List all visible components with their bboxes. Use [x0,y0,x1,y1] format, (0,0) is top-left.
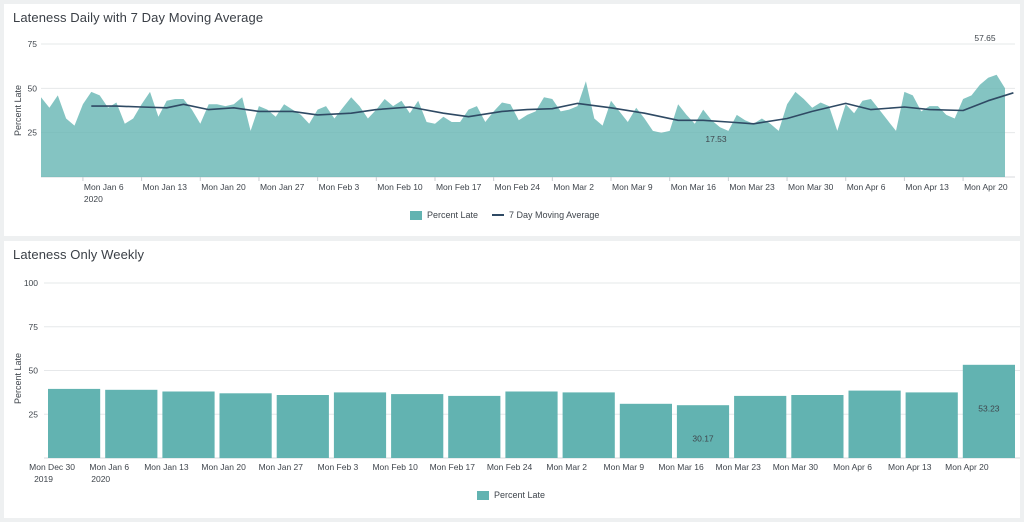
bar-16 [962,364,1015,458]
legend-swatch-percent-late-weekly [477,490,489,500]
weekly-legend: Percent Late [477,490,559,500]
bar-13 [791,395,844,458]
bar-10 [619,403,672,459]
data-label-min: 17.53 [705,134,727,144]
bar-4 [276,395,329,458]
x-tick-label: Mon Jan 6 [84,182,124,192]
weekly-chart-svg: 25 50 75 100 Percent Late Mon Dec 30 2019 Mon J… [13,278,1020,484]
weekly-chart-title: Lateness Only Weekly [13,247,145,262]
y-tick-label: 25 [29,409,39,419]
x-tick-label: Mon Apr 13 [888,462,932,472]
x-tick-sublabel: 2020 [84,194,103,204]
x-tick-label: Mon Feb 3 [319,182,360,192]
daily-legend: Percent Late 7 Day Moving Average [410,210,613,220]
bar-5 [333,392,387,458]
x-tick-label: Mon Feb 24 [487,462,533,472]
bar-15 [905,392,958,458]
x-tick-label: Mon Mar 2 [553,182,594,192]
bar-data-label: 53.23 [978,403,1000,413]
bar-6 [391,394,444,458]
legend-item-moving-average[interactable]: 7 Day Moving Average [492,210,599,220]
daily-chart-title: Lateness Daily with 7 Day Moving Average [13,10,264,25]
x-tick-label: Mon Feb 17 [436,182,482,192]
x-tick-label: Mon Feb 3 [318,462,359,472]
y-axis-title: Percent Late [13,353,23,404]
bar-14 [848,390,901,458]
bar-0 [48,388,101,458]
x-tick-label: Mon Feb 10 [372,462,418,472]
bar-12 [734,395,787,458]
x-tick-label: Mon Jan 20 [201,462,246,472]
bar-9 [562,392,615,458]
bar-8 [505,391,558,458]
y-tick-label: 100 [24,278,38,288]
x-tick-label: Mon Mar 30 [773,462,819,472]
x-tick-label: Mon Feb 17 [430,462,476,472]
x-tick-label: Mon Apr 6 [833,462,872,472]
legend-label-moving-average: 7 Day Moving Average [509,210,600,220]
x-tick-label: Mon Feb 24 [495,182,541,192]
y-tick-label: 50 [28,83,38,93]
y-axis-title: Percent Late [13,85,23,136]
bar-3 [219,393,272,459]
x-tick-label: Mon Apr 20 [964,182,1008,192]
x-tick-label: Mon Jan 13 [144,462,189,472]
x-tick-label: Mon Apr 20 [945,462,989,472]
legend-label-percent-late: Percent Late [427,210,479,220]
y-tick-label: 25 [28,128,38,138]
y-tick-label: 50 [29,366,39,376]
legend-item-percent-late[interactable]: Percent Late [410,210,478,220]
x-tick-label: Mon Jan 20 [201,182,246,192]
y-tick-label: 75 [29,322,39,332]
area-percent-late [41,74,1005,177]
x-tick-sublabel: 2020 [91,474,110,484]
line-moving-average [91,92,1014,125]
legend-item-percent-late-weekly[interactable]: Percent Late [477,490,545,500]
y-tick-label: 75 [28,39,38,49]
x-tick-label: Mon Feb 10 [377,182,423,192]
x-tick-label: Mon Mar 9 [604,462,645,472]
bar-7 [448,395,501,458]
bar-2 [162,391,215,458]
x-tick-label: Mon Jan 13 [143,182,188,192]
bar-11 [676,405,730,458]
legend-swatch-percent-late [410,210,422,220]
bar-1 [105,389,158,459]
daily-chart-panel: Lateness Daily with 7 Day Moving Average… [4,4,1020,236]
bar-data-label: 30.17 [692,434,714,444]
x-tick-label: Mon Mar 16 [658,462,704,472]
x-tick-label: Mon Jan 6 [89,462,129,472]
x-tick-label: Mon Jan 27 [259,462,304,472]
x-tick-sublabel: 2019 [34,474,53,484]
x-tick-label: Mon Mar 23 [729,182,775,192]
x-tick-label: Mon Mar 16 [671,182,717,192]
x-tick-label: Mon Dec 30 [29,462,75,472]
weekly-chart-panel: Lateness Only Weekly 25 50 75 100 Percent La… [4,241,1020,518]
x-tick-label: Mon Mar 2 [546,462,587,472]
daily-chart-svg: 25 50 75 Percent Late Mon Jan 6 2020 Mon Jan 1… [13,33,1015,204]
legend-label-percent-late-weekly: Percent Late [494,490,546,500]
legend-line-moving-average [492,214,505,216]
x-tick-label: Mon Apr 13 [905,182,949,192]
x-tick-label: Mon Mar 23 [716,462,762,472]
x-tick-label: Mon Apr 6 [847,182,886,192]
data-label-max: 57.65 [974,33,996,43]
x-tick-label: Mon Mar 9 [612,182,653,192]
x-tick-label: Mon Jan 27 [260,182,305,192]
x-tick-label: Mon Mar 30 [788,182,834,192]
